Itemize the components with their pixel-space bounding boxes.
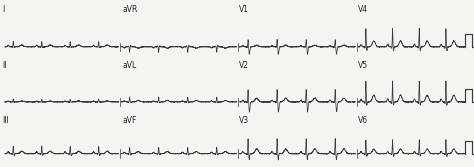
Text: II: II [2,61,7,70]
Text: V1: V1 [239,5,249,14]
Text: I: I [2,5,5,14]
Text: aVL: aVL [122,61,137,70]
Text: aVF: aVF [122,116,137,125]
Text: V5: V5 [358,61,368,70]
Text: aVR: aVR [122,5,137,14]
Text: V4: V4 [358,5,368,14]
Text: V2: V2 [239,61,249,70]
Text: V3: V3 [239,116,249,125]
Text: V6: V6 [358,116,368,125]
Text: III: III [2,116,9,125]
